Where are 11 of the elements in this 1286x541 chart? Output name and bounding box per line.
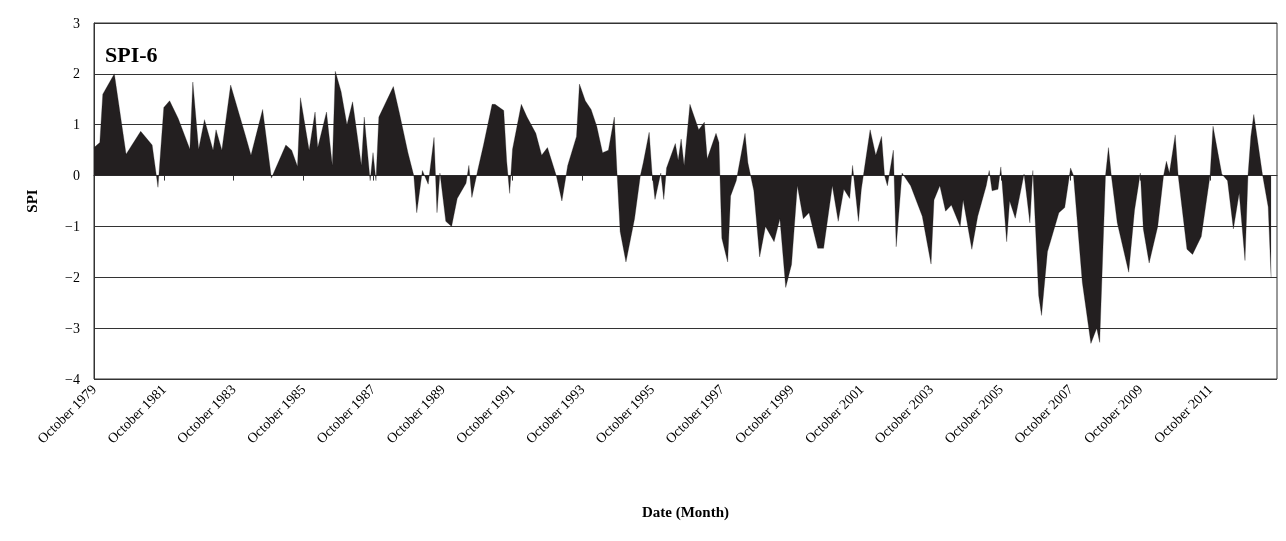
y-axis-title: SPI [23,189,40,213]
y-tick-label: 1 [73,117,80,133]
y-tick-label: −4 [65,371,80,387]
y-tick-label: 3 [73,15,80,31]
text: SPI-6 [105,41,158,67]
y-tick-label: −1 [65,218,80,234]
y-tick-label: 0 [73,168,80,184]
y-tick-label: −3 [65,320,80,336]
x-axis-title: Date (Month) [641,503,730,521]
y-tick-label: 2 [73,66,80,82]
y-tick-label: −2 [65,269,80,285]
